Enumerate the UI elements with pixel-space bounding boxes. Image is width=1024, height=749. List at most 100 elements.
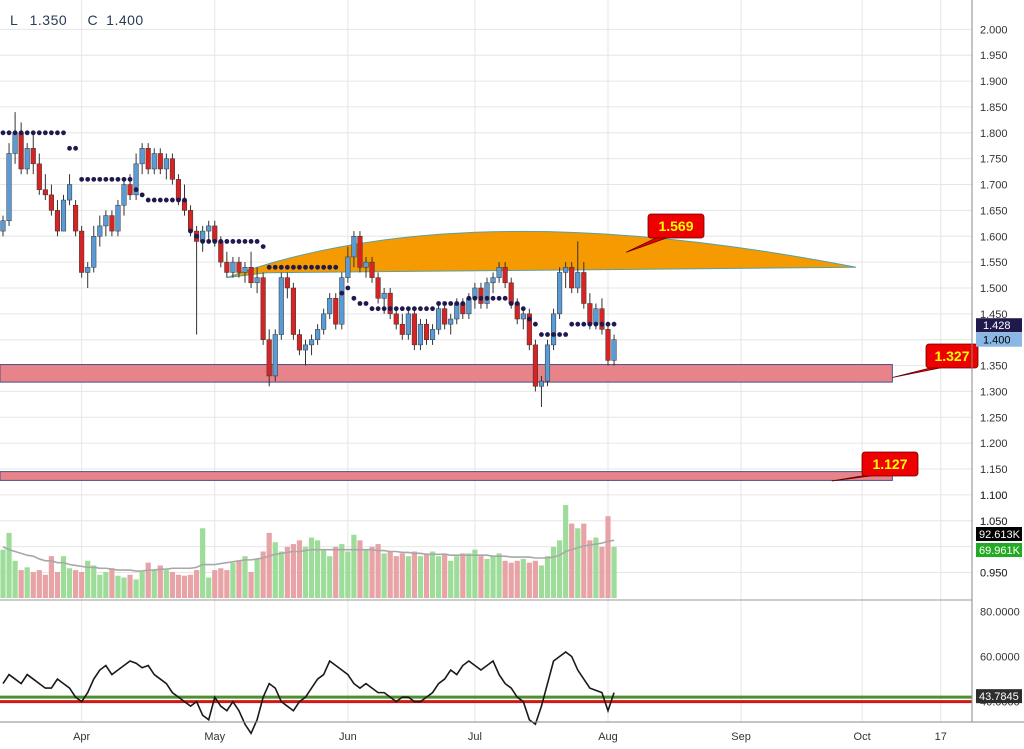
- candle[interactable]: [242, 267, 248, 273]
- candle[interactable]: [175, 179, 181, 201]
- low-label: L: [10, 12, 19, 28]
- candle[interactable]: [73, 204, 79, 232]
- candle[interactable]: [103, 215, 109, 227]
- candle[interactable]: [79, 230, 85, 273]
- candle[interactable]: [333, 298, 339, 325]
- candle[interactable]: [436, 308, 442, 330]
- candle[interactable]: [557, 272, 563, 315]
- candle[interactable]: [30, 148, 36, 165]
- candle[interactable]: [115, 204, 121, 232]
- candle[interactable]: [272, 334, 278, 377]
- candle[interactable]: [139, 148, 145, 165]
- candle[interactable]: [121, 184, 127, 206]
- candle[interactable]: [0, 220, 6, 232]
- candle[interactable]: [551, 313, 557, 346]
- candle[interactable]: [581, 272, 587, 304]
- candle[interactable]: [357, 236, 363, 268]
- candle[interactable]: [587, 303, 593, 325]
- candle[interactable]: [423, 323, 430, 340]
- candle[interactable]: [375, 277, 381, 299]
- candle[interactable]: [544, 344, 551, 382]
- support-zone-1[interactable]: [0, 364, 893, 383]
- candle[interactable]: [393, 313, 399, 325]
- candle[interactable]: [478, 287, 484, 304]
- candle[interactable]: [127, 184, 133, 196]
- candle[interactable]: [151, 153, 157, 170]
- candle[interactable]: [387, 292, 393, 315]
- candle[interactable]: [157, 153, 163, 170]
- candle[interactable]: [430, 329, 436, 340]
- candle[interactable]: [109, 215, 115, 232]
- candle[interactable]: [369, 261, 375, 278]
- candle[interactable]: [339, 277, 345, 325]
- candle[interactable]: [405, 313, 411, 335]
- candle[interactable]: [236, 261, 242, 273]
- candle[interactable]: [442, 308, 448, 325]
- candle[interactable]: [133, 163, 139, 196]
- candle[interactable]: [484, 282, 490, 304]
- candle[interactable]: [248, 267, 254, 284]
- candle[interactable]: [48, 194, 54, 211]
- candle[interactable]: [18, 132, 24, 170]
- candle[interactable]: [24, 148, 30, 170]
- candle[interactable]: [575, 272, 581, 289]
- candle[interactable]: [599, 308, 605, 330]
- candle[interactable]: [411, 313, 417, 346]
- candle[interactable]: [12, 132, 18, 154]
- callout-box[interactable]: [647, 213, 705, 239]
- candle[interactable]: [399, 323, 405, 335]
- candle[interactable]: [188, 210, 194, 232]
- candle[interactable]: [97, 225, 103, 237]
- candle[interactable]: [91, 236, 97, 268]
- candle[interactable]: [538, 380, 545, 387]
- candle[interactable]: [284, 277, 290, 289]
- candle[interactable]: [290, 287, 296, 335]
- candle[interactable]: [508, 282, 514, 304]
- candle[interactable]: [266, 339, 272, 377]
- candle[interactable]: [163, 158, 169, 170]
- candle[interactable]: [42, 189, 48, 196]
- candle[interactable]: [54, 210, 61, 232]
- candle[interactable]: [351, 236, 357, 258]
- candle[interactable]: [563, 267, 569, 273]
- candle[interactable]: [206, 225, 212, 232]
- candle[interactable]: [60, 199, 67, 232]
- callout-box[interactable]: [925, 343, 979, 369]
- candle[interactable]: [309, 339, 315, 346]
- candle[interactable]: [532, 344, 538, 387]
- candle[interactable]: [345, 256, 351, 278]
- candle[interactable]: [67, 184, 73, 201]
- candle[interactable]: [224, 261, 230, 273]
- candle[interactable]: [381, 292, 387, 299]
- candle[interactable]: [417, 323, 423, 346]
- candle[interactable]: [230, 261, 236, 273]
- candle[interactable]: [605, 329, 611, 361]
- candle[interactable]: [218, 241, 224, 263]
- candle[interactable]: [520, 313, 526, 320]
- candle[interactable]: [611, 339, 617, 361]
- candle[interactable]: [85, 267, 91, 273]
- candle[interactable]: [278, 277, 284, 335]
- candle[interactable]: [36, 163, 42, 190]
- candle[interactable]: [321, 313, 327, 330]
- close-label: C: [87, 12, 99, 28]
- candle[interactable]: [302, 344, 309, 351]
- candle[interactable]: [6, 153, 12, 221]
- candle[interactable]: [254, 277, 260, 284]
- candle[interactable]: [327, 298, 333, 315]
- candle[interactable]: [363, 261, 369, 268]
- candle[interactable]: [496, 267, 502, 278]
- support-zone-2[interactable]: [0, 471, 893, 481]
- candle[interactable]: [502, 267, 508, 284]
- candle[interactable]: [169, 158, 175, 180]
- candle[interactable]: [569, 267, 575, 289]
- candle[interactable]: [448, 318, 454, 325]
- candle[interactable]: [296, 334, 302, 351]
- candle[interactable]: [490, 277, 496, 284]
- candle[interactable]: [260, 277, 266, 340]
- candle[interactable]: [315, 329, 321, 340]
- candle[interactable]: [526, 313, 532, 346]
- candle[interactable]: [145, 148, 151, 170]
- callout-box[interactable]: [861, 451, 919, 477]
